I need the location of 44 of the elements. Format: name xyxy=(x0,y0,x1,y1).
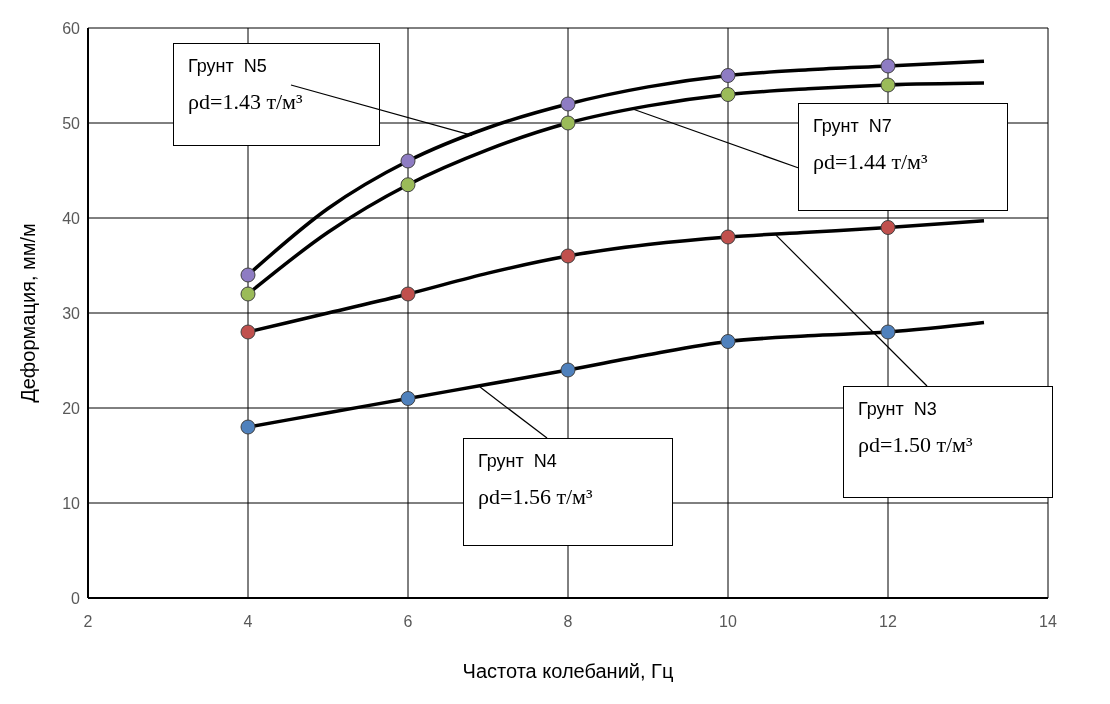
point xyxy=(240,324,256,340)
y-tick-label: 50 xyxy=(62,114,81,132)
point xyxy=(720,68,736,83)
annotation: Грунт N5 ρd=1.43 т/м³ xyxy=(188,56,304,115)
callout-box: Грунт N3 ρd=1.50 т/м³ xyxy=(843,386,1053,498)
annotation: Грунт N7 ρd=1.44 т/м³ xyxy=(813,116,929,175)
point xyxy=(240,419,256,435)
point xyxy=(400,153,416,169)
point xyxy=(720,229,736,245)
point xyxy=(880,220,896,235)
x-tick-label: 2 xyxy=(83,613,93,631)
y-tick-label: 60 xyxy=(62,19,81,37)
point xyxy=(400,286,416,302)
point xyxy=(560,248,576,264)
y-tick-label: 30 xyxy=(62,304,81,322)
annotation: Грунт N3 ρd=1.50 т/м³ xyxy=(858,399,974,458)
point xyxy=(400,177,416,193)
callout-box: Грунт N4 ρd=1.56 т/м³ xyxy=(463,438,673,546)
y-tick-label: 0 xyxy=(71,589,81,607)
point xyxy=(240,267,256,283)
y-tick-label: 10 xyxy=(62,494,81,512)
x-axis-title: Частота колебаний, Гц xyxy=(462,660,674,682)
y-tick-label: 20 xyxy=(62,399,81,417)
annotation: Грунт N4 ρd=1.56 т/м³ xyxy=(478,451,594,510)
y-tick-label: 40 xyxy=(62,209,81,227)
callout-box: Грунт N5 ρd=1.43 т/м³ xyxy=(173,43,380,146)
point xyxy=(560,96,576,112)
x-tick-label: 8 xyxy=(563,613,573,631)
x-tick-label: 10 xyxy=(719,613,737,631)
point xyxy=(240,286,256,302)
point xyxy=(560,115,576,131)
point xyxy=(880,77,896,93)
callout-box: Грунт N7 ρd=1.44 т/м³ xyxy=(798,103,1008,211)
x-tick-label: 4 xyxy=(243,613,253,631)
point xyxy=(720,87,736,102)
point xyxy=(720,334,736,349)
x-tick-label: 6 xyxy=(403,613,413,631)
point xyxy=(880,58,896,74)
point xyxy=(400,391,416,406)
x-tick-label: 12 xyxy=(879,613,897,631)
point xyxy=(560,362,576,378)
x-tick-label: 14 xyxy=(1039,613,1057,631)
point xyxy=(880,324,896,340)
y-axis-title: Деформация, мм/м xyxy=(17,223,40,403)
